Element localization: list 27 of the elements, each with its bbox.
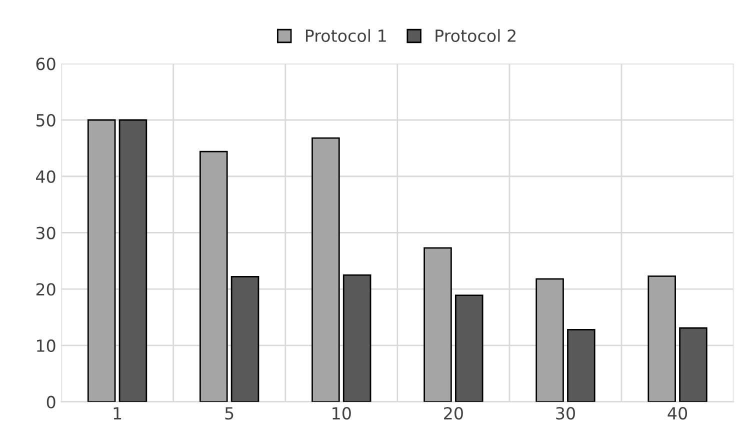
bar xyxy=(648,275,676,402)
bar xyxy=(536,278,564,402)
x-tick-label: 1 xyxy=(114,407,122,420)
bar xyxy=(230,276,260,402)
y-tick-label: 20 xyxy=(36,283,56,296)
bar xyxy=(454,294,484,402)
y-tick-label: 50 xyxy=(36,114,56,127)
bar xyxy=(424,247,452,402)
x-tick-label: 10 xyxy=(332,406,351,420)
legend-label: Protocol 1 xyxy=(306,29,386,42)
x-tick-label: 40 xyxy=(668,406,688,420)
bar xyxy=(118,119,148,402)
bar xyxy=(679,327,708,402)
y-tick-label: 10 xyxy=(37,339,56,352)
x-tick-label: 5 xyxy=(225,407,234,420)
y-tick-label: 30 xyxy=(36,226,56,240)
legend-label: Protocol 2 xyxy=(436,29,516,42)
x-tick-label: 20 xyxy=(444,406,463,420)
bar xyxy=(200,150,228,402)
bar xyxy=(312,137,340,402)
bar xyxy=(342,274,372,402)
y-tick-label: 0 xyxy=(46,396,56,408)
bar xyxy=(87,119,116,402)
y-tick-label: 40 xyxy=(36,170,56,183)
bar xyxy=(567,328,596,402)
x-tick-label: 30 xyxy=(556,406,575,420)
y-tick-label: 60 xyxy=(36,58,56,70)
